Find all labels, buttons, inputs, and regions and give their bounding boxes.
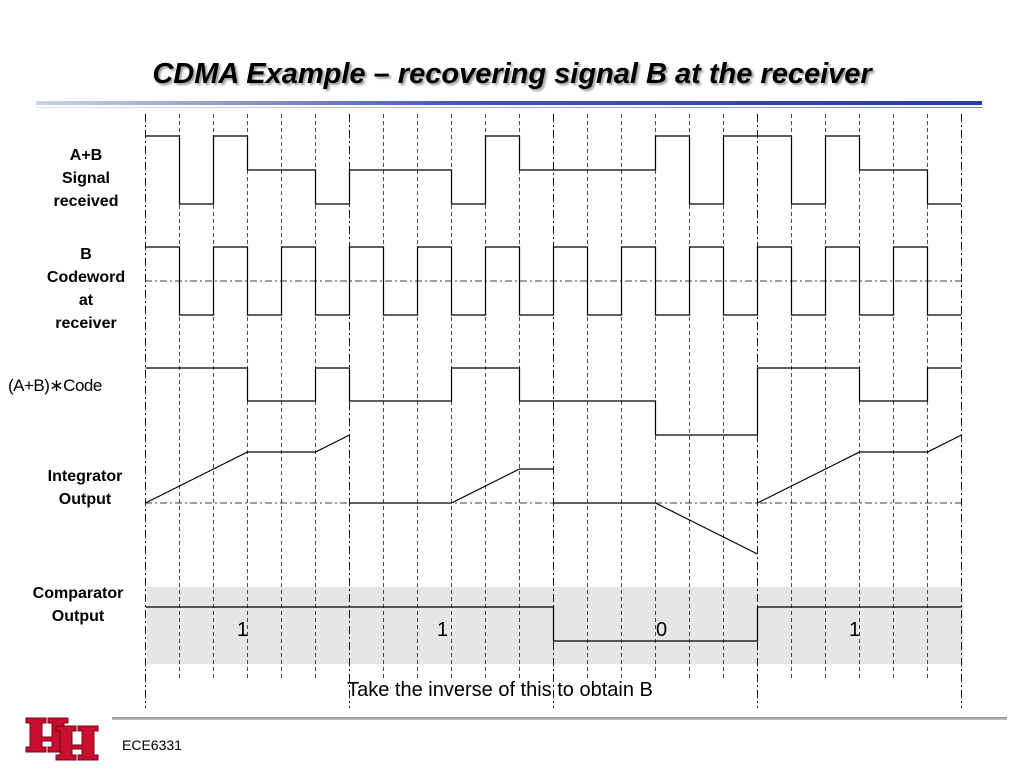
b-codeword-label-line3: at — [78, 292, 94, 309]
integrator-segment — [145, 434, 350, 504]
comparator-bit-1: 1 — [237, 619, 249, 641]
comparator-bit-2: 1 — [437, 619, 449, 641]
slide-title: CDMA Example – recovering signal B at th… — [152, 58, 872, 90]
comparator-label-line1: Comparator — [32, 585, 124, 602]
integrator-label-line1: Integrator — [47, 468, 123, 485]
ab-signal-label-line3: received — [53, 193, 119, 210]
b-codeword-label: B Codeword at receiver — [36, 243, 136, 335]
integrator-label-line2: Output — [58, 491, 112, 508]
title-underline — [36, 101, 982, 105]
ab-signal-waveform — [145, 135, 962, 205]
ab-signal-label-line1: A+B — [69, 147, 103, 164]
bit-boundaries — [145, 114, 962, 708]
footer-rule — [112, 717, 1007, 720]
caption: Take the inverse of this to obtain B — [347, 679, 653, 701]
product-label: (A+B)∗Code — [8, 376, 102, 395]
integrator-label: Integrator Output — [30, 465, 140, 511]
waveforms — [145, 135, 962, 642]
comparator-label: Comparator Output — [18, 582, 138, 628]
uh-logo — [24, 712, 104, 769]
zero-baselines — [145, 280, 965, 504]
comparator-label-line2: Output — [51, 608, 105, 625]
ab-signal-label-line2: Signal — [61, 170, 110, 187]
b-codeword-label-line2: Codeword — [46, 269, 126, 286]
ab-signal-label: A+B Signal received — [48, 144, 124, 213]
comparator-bit-3: 0 — [656, 619, 668, 641]
chip-gridlines — [179, 114, 928, 680]
comparator-waveform — [145, 606, 962, 642]
title-underline-thin — [36, 107, 982, 108]
integrator-segment — [553, 502, 758, 555]
product-waveform — [145, 367, 962, 436]
footer-course: ECE6331 — [122, 737, 182, 753]
integrator-segment — [757, 434, 962, 504]
integrator-segment — [349, 468, 554, 504]
b-codeword-label-line4: receiver — [55, 315, 117, 332]
comparator-bit-4: 1 — [849, 619, 861, 641]
comparator-band — [147, 587, 963, 664]
b-codeword-waveform — [145, 246, 962, 316]
b-codeword-label-line1: B — [80, 246, 92, 263]
